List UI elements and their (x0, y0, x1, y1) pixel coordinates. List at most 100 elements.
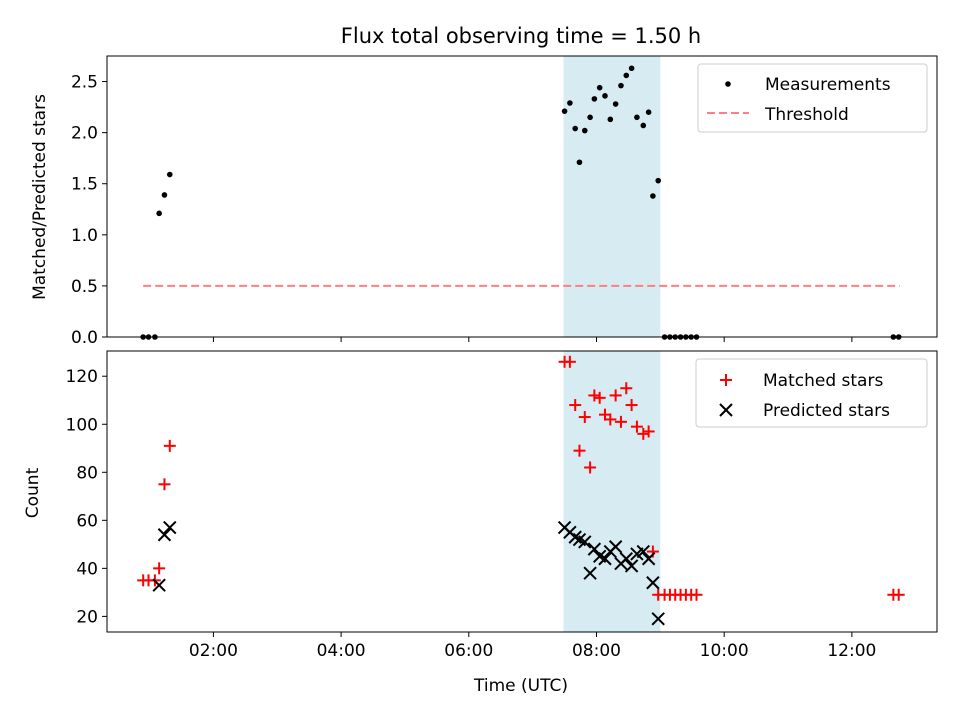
matched-star-marker (604, 413, 617, 426)
legend-threshold-label: Threshold (764, 105, 849, 125)
matched-star-marker (614, 415, 627, 428)
bottom-shaded-span (563, 351, 661, 632)
y-tick-label: 2.0 (71, 124, 98, 144)
matched-star-marker (642, 425, 655, 438)
measurement-point (567, 100, 573, 106)
measurement-point (634, 114, 640, 121)
legend-measurements-marker (725, 81, 731, 87)
y-tick-label: 2.5 (71, 73, 98, 93)
measurement-point (618, 82, 624, 89)
matched-star-marker (609, 389, 622, 402)
y-tick-label: 20 (76, 607, 98, 627)
y-tick-label: 1.5 (71, 175, 98, 195)
matched-star-marker (593, 391, 606, 404)
predicted-star-marker (583, 566, 597, 580)
measurement-point (572, 125, 579, 132)
matched-star-marker (892, 588, 905, 601)
measurement-point (596, 84, 603, 91)
observing-window-span (563, 56, 661, 337)
y-tick-label: 0.0 (71, 328, 98, 348)
measurement-point (655, 177, 662, 184)
predicted-star-marker (587, 542, 602, 556)
measurement-point (602, 93, 608, 99)
matched-star-marker (584, 461, 597, 474)
measurement-point (161, 192, 168, 198)
x-axis-label: Time (UTC) (473, 676, 568, 696)
matched-star-marker (153, 562, 166, 575)
measurement-point (591, 96, 598, 102)
predicted-star-marker (163, 520, 177, 535)
bottom-axes-frame (106, 350, 938, 633)
top-y-axis-label: Matched/Predicted stars (30, 94, 50, 300)
y-tick-label: 0.5 (71, 277, 98, 297)
legend-predicted-label: Predicted stars (763, 401, 890, 421)
legend-plus-glyph (720, 374, 732, 386)
x-tick-label: 08:00 (572, 641, 621, 661)
measurement-point (156, 210, 162, 217)
predicted-star-marker (157, 528, 172, 542)
matched-star-marker (578, 411, 591, 424)
matched-star-marker (620, 382, 633, 395)
top-axes-ticks: 0.0 0.5 1.0 1.5 2.0 2.5 (71, 73, 853, 348)
measurement-point (561, 108, 568, 114)
measurement-point (645, 109, 652, 115)
predicted-star-marker (651, 612, 665, 626)
x-tick-label: 02:00 (189, 641, 238, 661)
y-tick-label: 120 (66, 367, 98, 387)
matched-star-marker (163, 439, 176, 452)
measurement-point (623, 72, 630, 79)
matched-star-marker (563, 355, 576, 368)
measurement-point (587, 114, 593, 121)
measurement-point (576, 159, 583, 166)
measurement-point (650, 193, 656, 199)
top-axes-frame (106, 55, 938, 338)
predicted-star-marker (619, 552, 633, 566)
y-tick-label: 60 (76, 511, 98, 531)
matched-star-marker (569, 399, 582, 412)
bottom-legend-box (695, 358, 928, 428)
bottom-y-axis-label: Count (23, 467, 43, 518)
legend-matched-marker (720, 374, 732, 386)
legend-matched-label: Matched stars (763, 371, 883, 391)
matched-star-marker (158, 478, 171, 491)
predicted-star-marker (641, 552, 656, 566)
measurement-point (581, 127, 588, 134)
matched-star-marker (637, 427, 650, 440)
x-tick-label: 10:00 (700, 641, 749, 661)
bottom-plot-marks (137, 355, 905, 626)
predicted-star-marker (608, 540, 623, 554)
x-tick-label: 12:00 (827, 641, 876, 661)
x-tick-label: 04:00 (317, 641, 366, 661)
matched-star-marker (690, 588, 703, 601)
y-tick-label: 40 (76, 559, 98, 579)
y-tick-label: 1.0 (71, 226, 98, 246)
y-tick-label: 100 (66, 415, 98, 435)
predicted-star-marker (578, 535, 592, 549)
measurement-point (166, 171, 173, 178)
legend-x-glyph (719, 403, 733, 417)
matched-star-marker (588, 389, 601, 402)
figure-title: Flux total observing time = 1.50 h (341, 24, 701, 48)
measurement-point (612, 101, 619, 107)
predicted-star-marker (152, 578, 166, 592)
predicted-star-marker (646, 576, 660, 590)
bottom-legend: Matched stars Predicted stars (695, 358, 928, 428)
matched-star-marker (573, 444, 586, 457)
top-shaded-span (563, 56, 661, 337)
legend-measurements-label: Measurements (765, 75, 891, 95)
bottom-axes: 02:00 04:00 06:00 08:00 10:00 12:00 20 40 60 80 10… (23, 350, 938, 696)
top-legend-box (697, 63, 928, 133)
predicted-star-marker (624, 559, 639, 573)
x-tick-label: 06:00 (444, 641, 493, 661)
top-legend: Measurements Threshold (697, 63, 928, 133)
matched-star-marker (625, 399, 638, 412)
measurement-point (607, 116, 614, 123)
top-plot-marks (140, 65, 902, 340)
measurement-point (640, 122, 647, 129)
bottom-axes-ticks: 02:00 04:00 06:00 08:00 10:00 12:00 20 40 60 80 10… (66, 367, 877, 661)
matched-star-marker (630, 420, 643, 433)
legend-predicted-marker (719, 403, 733, 417)
y-tick-label: 80 (76, 463, 98, 483)
predicted-star-marker (598, 552, 612, 566)
